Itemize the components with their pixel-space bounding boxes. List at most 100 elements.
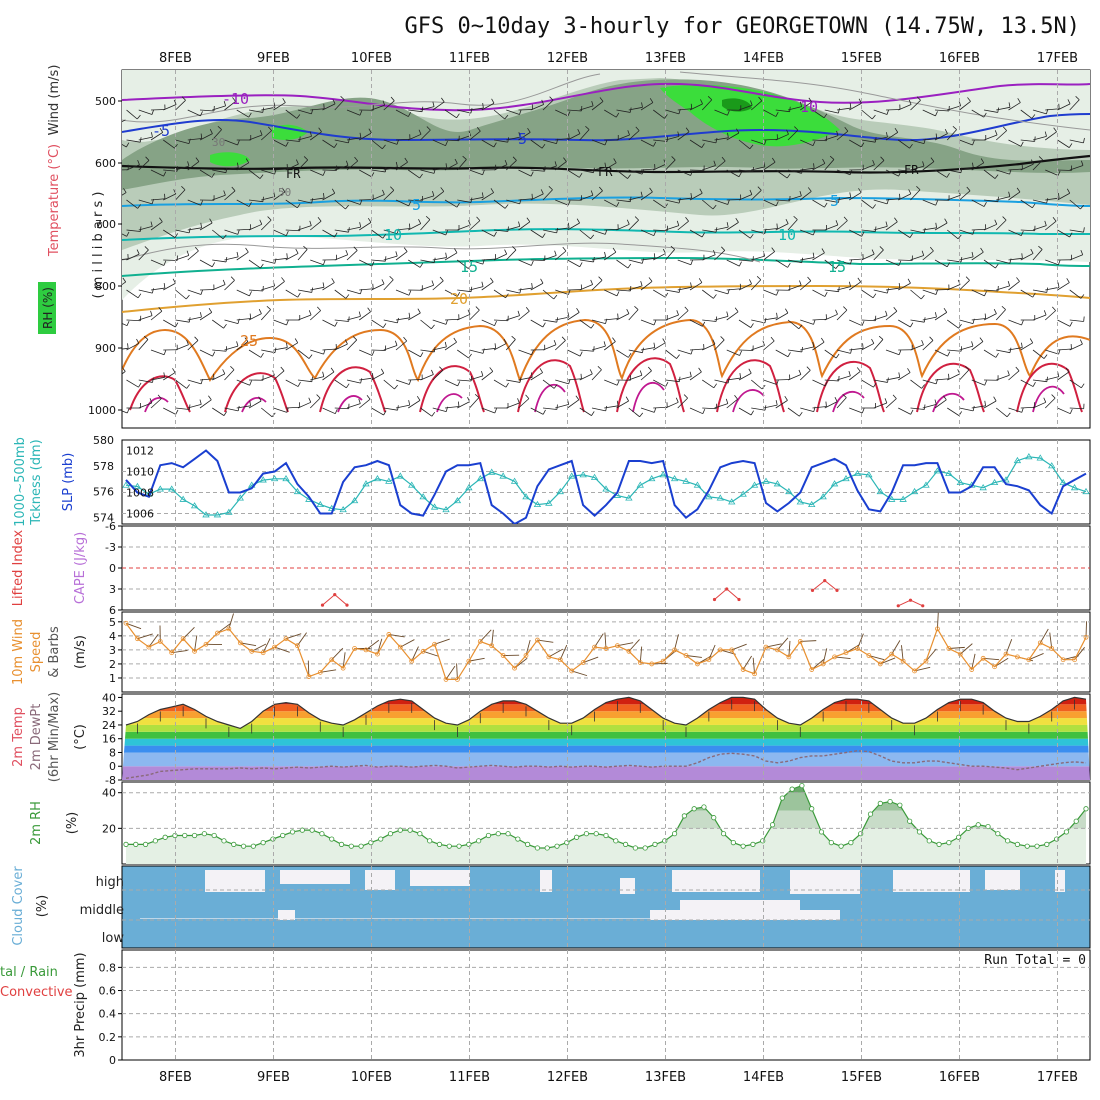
upper-ylabel-wind: Wind (m/s) [47, 65, 62, 136]
rh-point [662, 838, 668, 844]
slp-tick: 1006 [126, 508, 154, 521]
wind-barb [310, 108, 325, 111]
wind-barb-flag [78, 230, 80, 235]
wind-barb-flag [965, 366, 970, 371]
wind-barb-flag [591, 101, 594, 107]
wind-barb-flag [126, 408, 130, 414]
wind-barb-flag [1080, 294, 1085, 299]
wind-barb [261, 285, 275, 291]
wind-barb [738, 139, 751, 150]
thickness-point [350, 496, 359, 504]
wind-barb-flag [476, 127, 481, 132]
wind-barb [702, 379, 715, 389]
wind-barb [1044, 310, 1056, 321]
wind-barb [885, 310, 898, 321]
wind-barb [836, 397, 847, 409]
wind-barb [799, 369, 811, 381]
wind-barb [346, 315, 361, 321]
wind-barb [150, 349, 165, 356]
wind-barb-flag [885, 221, 888, 227]
wind-barb-flag [175, 409, 179, 415]
wind-barb [346, 339, 358, 351]
wind-barb [1020, 379, 1034, 387]
wind-barb-flag [474, 393, 480, 398]
wind-speed-point [317, 669, 323, 675]
wind-barb [444, 289, 458, 297]
wind-barb [947, 169, 962, 174]
wind-barb-flag [526, 217, 531, 223]
wind-barb [518, 376, 533, 381]
wind-barb [996, 169, 1010, 175]
rh-point [1083, 806, 1089, 812]
wind-barb-flag [813, 163, 815, 169]
wind-barb-flag [1057, 282, 1060, 288]
date-label-top: 9FEB [257, 51, 290, 66]
wind-barb-flag [86, 338, 89, 342]
wind-barb-flag [727, 110, 730, 116]
wind-barb-flag [666, 136, 669, 142]
wind-barb-flag [425, 215, 431, 220]
wind-barb [371, 407, 384, 416]
rh-point [358, 843, 364, 849]
upper-ylabel-rh: RH (%) [41, 287, 55, 329]
wind-barb-flag [237, 162, 239, 168]
wind-barb [371, 372, 384, 381]
wind-barb-flag [738, 172, 742, 177]
wind-barb [248, 109, 263, 113]
wind-barb-flag [1046, 198, 1049, 204]
wind-barb [505, 249, 517, 261]
wind-barb-flag [394, 340, 398, 346]
wind-barb [1069, 99, 1080, 111]
wind-barb [395, 199, 409, 207]
wind-barb [444, 341, 457, 351]
wind-barb [726, 169, 740, 178]
rh-point [622, 841, 629, 847]
wind-barb [122, 410, 128, 414]
wind-barb [910, 289, 922, 300]
wind-barb-flag [567, 312, 570, 318]
wind-barb-flag [456, 113, 460, 119]
wind-barb [251, 643, 267, 652]
wind-barb-flag [371, 350, 375, 356]
wind-barb [217, 623, 231, 634]
wind-barb-flag [702, 321, 706, 327]
wind-speed-point [535, 637, 540, 643]
wind-barb [910, 229, 925, 234]
wind-barb-flag [626, 309, 630, 314]
wind-barb [236, 341, 249, 351]
wind-barb-flag [507, 226, 509, 232]
rh-point [916, 829, 923, 835]
wind-barb [423, 650, 439, 657]
wind-barb-flag [476, 216, 481, 221]
wind-barb-flag [590, 279, 594, 285]
thickness-point [853, 469, 862, 476]
thickness-point [773, 480, 782, 487]
wind-barb [567, 312, 580, 321]
wind-speed-point [329, 657, 335, 663]
wind-barb-flag [185, 294, 190, 300]
wind-barb [628, 309, 639, 321]
wind-barb-flag [836, 130, 839, 136]
wind-barb-flag [531, 260, 534, 266]
y-tick-label: 0.4 [99, 1008, 117, 1021]
wind-barb-flag [858, 98, 862, 104]
wind-barb-flag [84, 180, 88, 182]
slp-tick: 1010 [126, 466, 154, 479]
wind-barb [922, 227, 937, 231]
wind-barb [702, 289, 714, 299]
wind-barb [456, 159, 467, 171]
rh-point [133, 841, 139, 847]
wind-barb-flag [417, 308, 421, 314]
wind-barb [934, 259, 948, 268]
wind-barb-flag [467, 309, 471, 315]
wind-barb-flag [211, 172, 215, 178]
wind-barb [959, 256, 974, 261]
thickness-point [122, 481, 130, 488]
y-tick-label: 2 [109, 658, 116, 671]
wind-barb-flag [1032, 292, 1036, 298]
lifted-index-point [810, 588, 815, 593]
wind-barb [150, 287, 165, 291]
wind-barb [481, 319, 495, 327]
